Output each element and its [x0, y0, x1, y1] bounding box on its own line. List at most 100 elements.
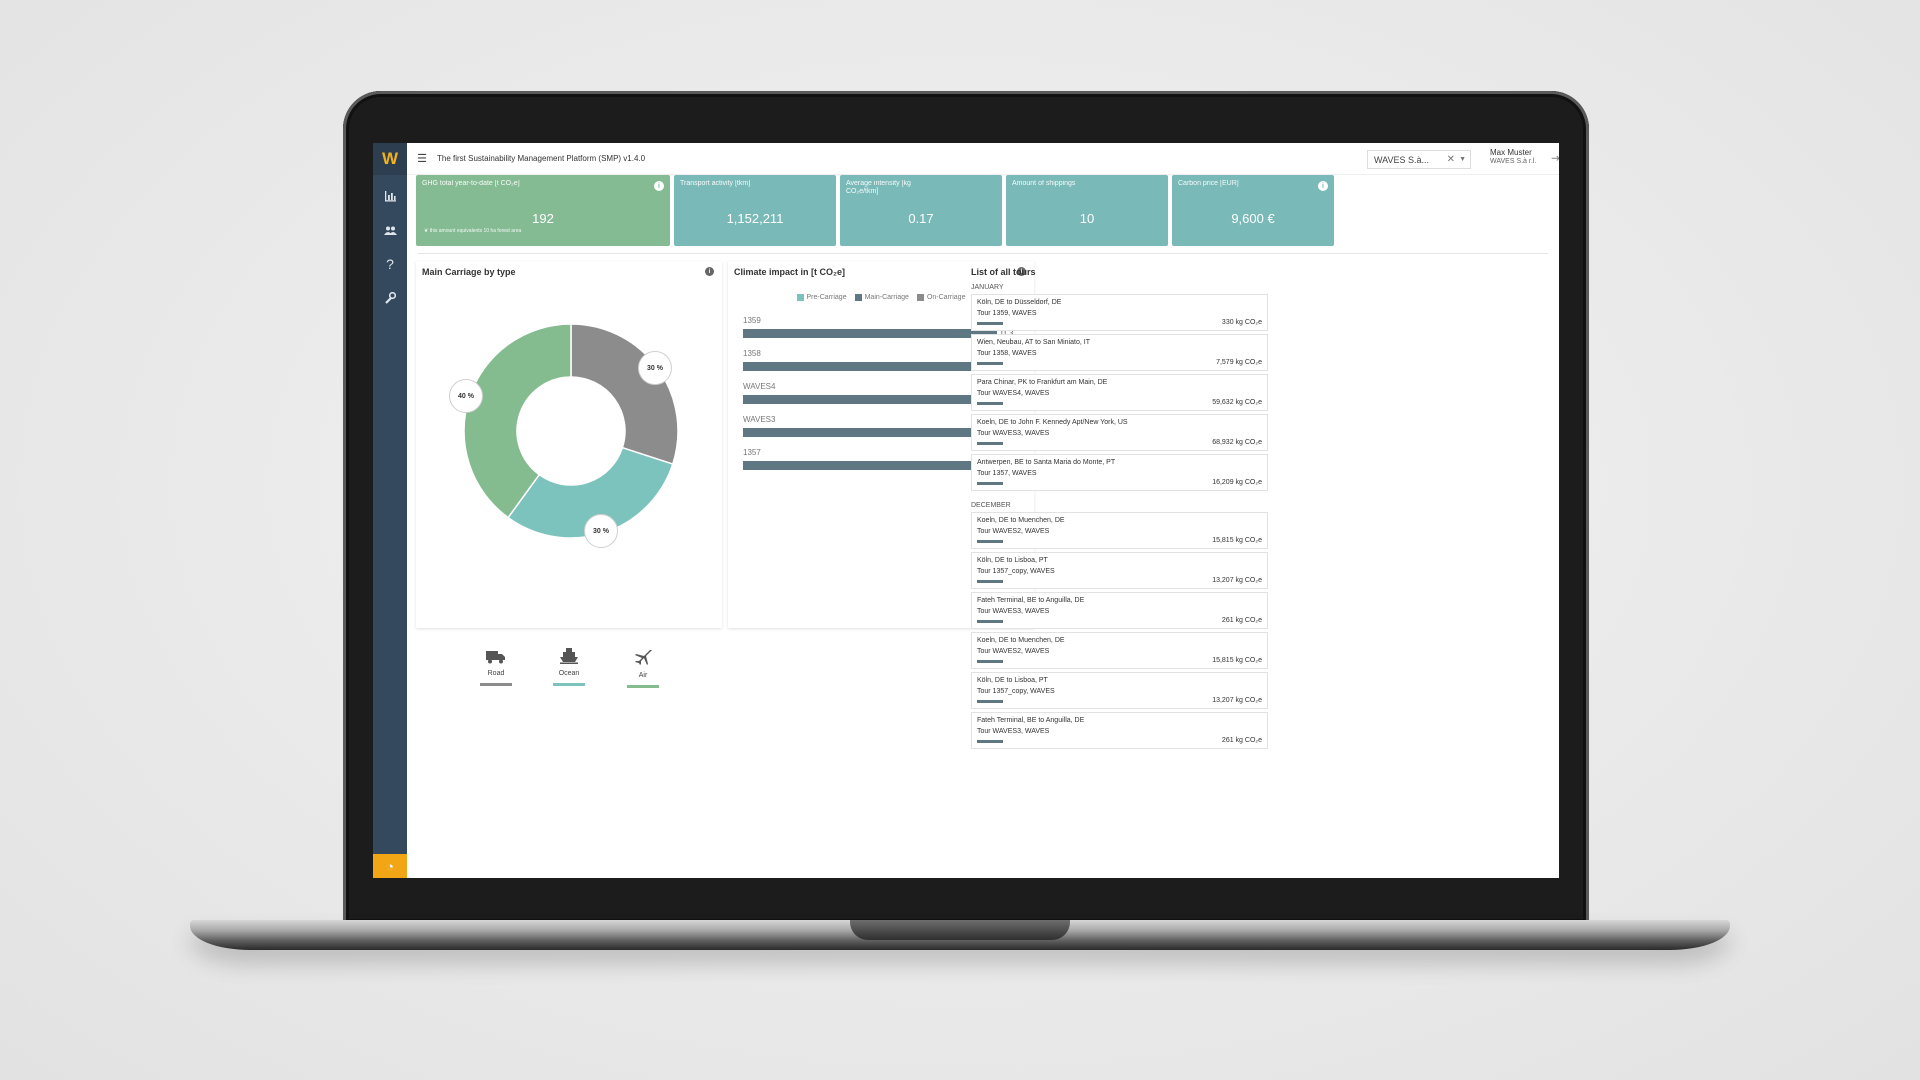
tour-card[interactable]: Köln, DE to Düsseldorf, DE Tour 1359, WAV… [971, 294, 1268, 331]
kpi-label: Average intensity [kg CO₂e/tkm] [846, 180, 911, 195]
kpi-value: 10 [1079, 211, 1095, 226]
month-heading: JANUARY [971, 284, 1004, 291]
kpi-value: 9,600 € [1231, 211, 1275, 226]
tour-card[interactable]: Wien, Neubau, AT to San Miniato, IT Tour … [971, 334, 1268, 371]
donut-slice-ocean[interactable] [507, 446, 674, 539]
legend-on-carriage[interactable]: On-Carriage [916, 294, 965, 301]
kpi-note-text: this amount equivalents 10 ha forest are… [429, 228, 522, 234]
chart-title: Climate impact in [t CO₂e] [734, 267, 846, 277]
tour-card[interactable]: Para Chinar, PK to Frankfurt am Main, DE… [971, 374, 1268, 411]
clear-icon[interactable]: ✕ [1446, 154, 1456, 165]
bar-track [743, 329, 997, 338]
info-icon[interactable]: i [1017, 267, 1026, 276]
tour-card[interactable]: Fateh Terminal, BE to Anguilla, DE Tour W… [971, 712, 1268, 749]
bar-main-carriage[interactable] [743, 461, 997, 470]
tour-amount: 330 kg CO₂e [1221, 319, 1262, 326]
tour-amount: 261 kg CO₂e [1221, 737, 1262, 744]
tour-name: Tour 1357, WAVES [977, 470, 1037, 477]
tour-amount: 261 kg CO₂e [1221, 617, 1262, 624]
road-percent-label: 30 % [638, 351, 672, 385]
tour-amount: 15,815 kg CO₂e [1212, 537, 1262, 544]
info-icon[interactable]: i [654, 181, 664, 191]
tour-card[interactable]: Koeln, DE to Muenchen, DE Tour WAVES2, WA… [971, 512, 1268, 549]
tour-route: Koeln, DE to Muenchen, DE [977, 517, 1065, 524]
donut-slice-air[interactable] [463, 323, 572, 519]
tour-card[interactable]: Köln, DE to Lisboa, PT Tour 1357_copy, WA… [971, 672, 1268, 709]
chevron-down-icon[interactable]: ▼ [1459, 156, 1466, 163]
donut-slice-road[interactable] [570, 323, 679, 466]
bar-track [743, 395, 997, 404]
tour-route: Koeln, DE to John F. Kennedy Apt/New Yor… [977, 419, 1128, 426]
app-logo[interactable]: W [373, 143, 407, 175]
legend-label: Main-Carriage [864, 294, 909, 301]
bar-main-carriage[interactable] [743, 362, 997, 371]
sidebar: W ? ◔ [373, 143, 407, 878]
tour-name: Tour WAVES3, WAVES [977, 608, 1050, 615]
legend-label: Pre-Carriage [806, 294, 847, 301]
mode-road[interactable]: Road [476, 648, 516, 686]
tour-amount: 68,932 kg CO₂e [1212, 439, 1262, 446]
mode-air[interactable]: Air [623, 648, 663, 688]
tour-card[interactable]: Fateh Terminal, BE to Anguilla, DE Tour W… [971, 592, 1268, 629]
tour-card[interactable]: Köln, DE to Lisboa, PT Tour 1357_copy, WA… [971, 552, 1268, 589]
bar-main-carriage[interactable] [743, 329, 997, 338]
carriage-donut [463, 323, 679, 539]
tour-bar [977, 620, 1003, 623]
tour-bar [977, 700, 1003, 703]
mode-color-bar [480, 683, 512, 686]
tours-title: List of all tours [971, 267, 1036, 277]
menu-toggle-icon[interactable]: ☰ [417, 153, 427, 165]
mode-color-bar [553, 683, 585, 686]
legend-swatch [854, 294, 862, 301]
tour-bar [977, 402, 1003, 405]
kpi-label: GHG total year-to-date [t CO₂e] [422, 180, 520, 187]
chart-icon[interactable] [373, 179, 407, 213]
divider [418, 253, 1548, 254]
legend-swatch [796, 294, 804, 301]
bar-main-carriage[interactable] [743, 395, 997, 404]
tour-card[interactable]: Koeln, DE to John F. Kennedy Apt/New Yor… [971, 414, 1268, 451]
tour-bar [977, 482, 1003, 485]
top-bar: ☰ The first Sustainability Management Pl… [407, 143, 1559, 175]
mode-label: Ocean [558, 670, 580, 677]
tour-amount: 16,209 kg CO₂e [1212, 479, 1262, 486]
tour-bar [977, 580, 1003, 583]
help-question-icon[interactable]: ? [386, 256, 394, 272]
legend-main-carriage[interactable]: Main-Carriage [854, 294, 909, 301]
tour-bar [977, 740, 1003, 743]
panel-title: Main Carriage by type [422, 267, 516, 277]
tour-bar [977, 362, 1003, 365]
tour-bar [977, 442, 1003, 445]
kpi-average-intensity: Average intensity [kg CO₂e/tkm] 0.17 [840, 175, 1002, 246]
tour-bar [977, 660, 1003, 663]
laptop-notch [850, 920, 1070, 940]
tour-name: Tour 1357_copy, WAVES [977, 568, 1055, 575]
support-icon[interactable]: ◔ [373, 854, 407, 878]
user-info: Max Muster WAVES S.à r.l. [1490, 148, 1536, 166]
mode-label: Air [638, 672, 648, 679]
info-icon[interactable]: i [1318, 181, 1328, 191]
kpi-transport-activity: Transport activity [tkm] 1,152,211 [674, 175, 836, 246]
airplane-icon [623, 648, 663, 670]
bar-row[interactable]: 1359 0.3 [743, 316, 1043, 340]
kpi-amount-shippings: Amount of shippings 10 [1006, 175, 1168, 246]
bar-category-label: 1358 [743, 349, 761, 358]
legend-pre-carriage[interactable]: Pre-Carriage [796, 294, 847, 301]
bar-category-label: WAVES4 [743, 382, 776, 391]
users-icon[interactable] [373, 213, 407, 247]
logout-icon[interactable]: ⇥ [1551, 151, 1559, 165]
mode-color-bar [627, 685, 659, 688]
bar-category-label: 1359 [743, 316, 761, 325]
tour-name: Tour WAVES3, WAVES [977, 728, 1050, 735]
wrench-icon[interactable] [373, 281, 407, 315]
tour-card[interactable]: Antwerpen, BE to Santa Maria do Monte, P… [971, 454, 1268, 491]
tour-card[interactable]: Koeln, DE to Muenchen, DE Tour WAVES2, WA… [971, 632, 1268, 669]
kpi-ghg-total: GHG total year-to-date [t CO₂e] 192 ❦ th… [416, 175, 670, 246]
tour-name: Tour 1358, WAVES [977, 350, 1037, 357]
tour-route: Koeln, DE to Muenchen, DE [977, 637, 1065, 644]
info-icon[interactable]: i [705, 267, 714, 276]
mode-ocean[interactable]: Ocean [549, 648, 589, 686]
company-select[interactable]: WAVES S.à... ✕ ▼ [1367, 150, 1471, 169]
bar-main-carriage[interactable] [743, 428, 997, 437]
bar-category-label: 1357 [743, 448, 761, 457]
